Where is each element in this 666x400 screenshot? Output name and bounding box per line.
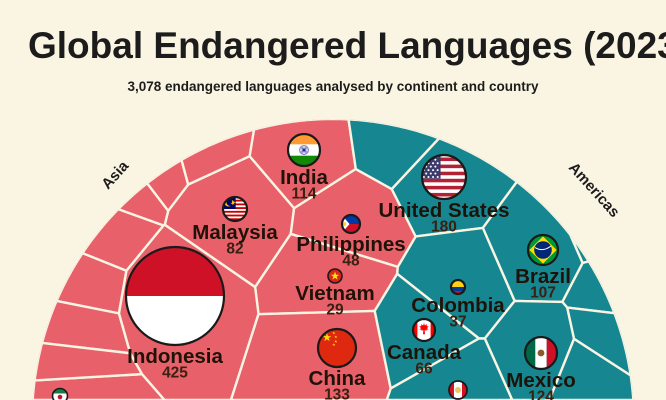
svg-text:48: 48 <box>342 253 360 270</box>
svg-text:Americas: Americas <box>565 159 623 221</box>
svg-text:425: 425 <box>162 365 188 382</box>
svg-text:Asia: Asia <box>98 157 132 192</box>
svg-text:29: 29 <box>326 302 344 319</box>
svg-text:114: 114 <box>291 186 316 203</box>
svg-text:180: 180 <box>431 219 457 236</box>
svg-text:133: 133 <box>324 387 350 400</box>
svg-text:37: 37 <box>449 314 466 331</box>
svg-text:124: 124 <box>528 389 554 400</box>
svg-text:66: 66 <box>415 361 433 378</box>
svg-text:82: 82 <box>226 241 243 258</box>
svg-text:107: 107 <box>530 285 556 302</box>
